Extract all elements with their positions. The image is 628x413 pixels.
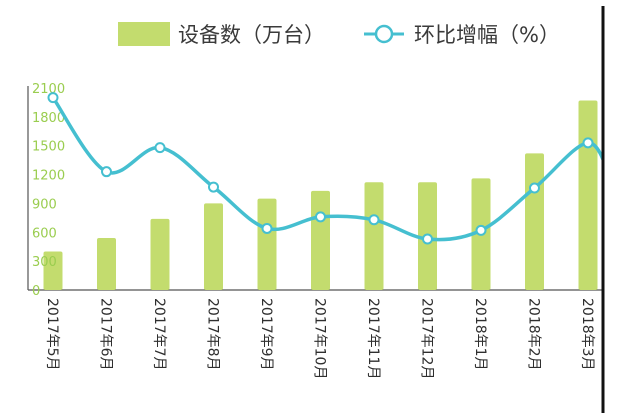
- x-tick-label: 2017年7月: [151, 298, 167, 371]
- plot-area: 0 300 600 900 1200 1500 1800 2100 2017年5月 2017年6月…: [27, 82, 603, 379]
- x-tick-label: 2018年3月: [579, 298, 595, 371]
- legend-bar-swatch: [118, 22, 170, 46]
- line-point-3: [154, 142, 166, 154]
- x-tick-label: 2017年8月: [205, 298, 221, 371]
- line-point-7: [368, 214, 380, 226]
- bar-1: [43, 251, 63, 290]
- bar-5: [257, 198, 277, 290]
- bar-2: [97, 238, 116, 290]
- line-point-9: [475, 224, 487, 236]
- line-point-8: [422, 233, 433, 245]
- x-tick-label: 2017年11月: [365, 298, 381, 379]
- y-tick-label: 900: [32, 197, 57, 212]
- line-point-6: [315, 211, 326, 223]
- x-tick-label: 2017年12月: [419, 298, 435, 379]
- bar-7: [364, 182, 384, 290]
- y-tick-label: 1500: [32, 140, 65, 155]
- bar-3: [150, 218, 170, 290]
- line-point-5: [261, 222, 273, 234]
- line-point-1: [47, 92, 59, 104]
- y-tick-label: 0: [32, 284, 40, 299]
- bar-10: [525, 153, 544, 290]
- line-point-2: [101, 166, 112, 178]
- x-tick-label: 2018年2月: [526, 298, 542, 371]
- y-tick-label: 1200: [32, 169, 65, 184]
- bar-4: [204, 203, 223, 290]
- x-tick-label: 2017年9月: [258, 298, 274, 371]
- y-tick-label: 1800: [32, 111, 65, 126]
- line-point-10: [529, 182, 540, 194]
- x-tick-label: 2017年10月: [312, 298, 328, 379]
- line-point-11: [582, 137, 594, 149]
- y-tick-label: 2100: [32, 82, 65, 97]
- legend-bar-label: 设备数（万台）: [178, 23, 325, 47]
- x-tick-label: 2017年5月: [44, 298, 60, 371]
- legend: 设备数（万台） 环比增幅（%）: [118, 22, 560, 47]
- legend-line-marker: [374, 24, 394, 44]
- y-tick-label: 300: [32, 255, 57, 270]
- x-tick-label: 2018年1月: [472, 298, 488, 371]
- bar-11: [578, 100, 598, 290]
- x-tick-label: 2017年6月: [98, 298, 114, 371]
- y-tick-label: 600: [32, 226, 57, 241]
- legend-line-label: 环比增幅（%）: [414, 23, 560, 47]
- line-point-4: [208, 181, 219, 193]
- bar-6: [311, 190, 330, 290]
